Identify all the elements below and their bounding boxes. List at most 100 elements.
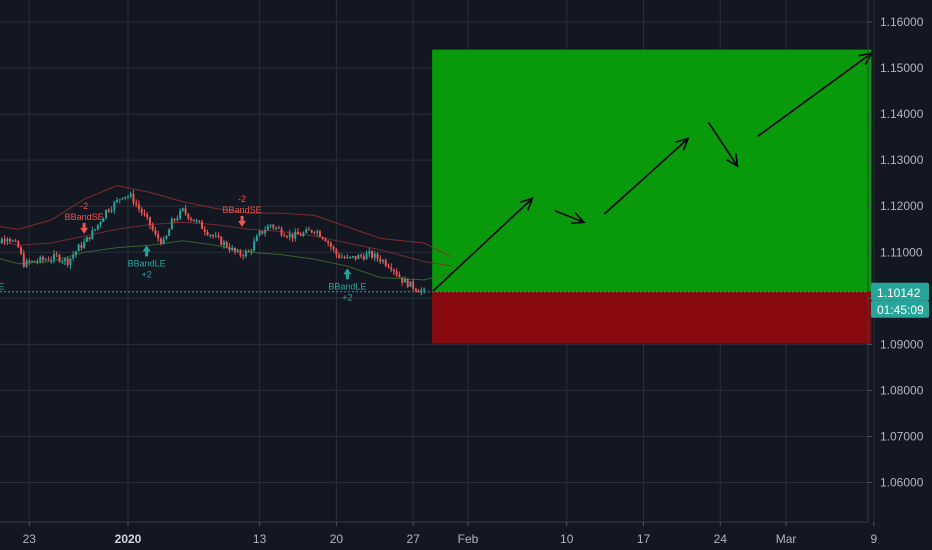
- candle-body: [346, 257, 349, 259]
- price-tick-label: 1.08000: [880, 383, 924, 397]
- price-tick-label: 1.07000: [880, 429, 924, 443]
- candle-body: [310, 230, 313, 233]
- candle-body: [52, 253, 55, 260]
- candle-body: [9, 238, 12, 242]
- candle-body: [69, 258, 72, 266]
- forecast-arrow-head: [858, 52, 873, 66]
- forecast-arrow-line: [603, 137, 689, 215]
- time-tick-label: 13: [253, 532, 267, 546]
- last-price-badge: [871, 282, 929, 301]
- candle-body: [105, 209, 108, 219]
- long-entry-label: BBandLE: [0, 281, 4, 291]
- candle-body: [261, 230, 264, 234]
- candle-body: [176, 218, 179, 221]
- candle-body: [58, 255, 61, 262]
- short-entry-count: -2: [238, 194, 246, 204]
- candle-body: [247, 251, 250, 253]
- time-tick-label: 17: [637, 532, 651, 546]
- short-entry-label: BBandSE: [223, 205, 262, 215]
- candle-body: [66, 258, 69, 266]
- candle-body: [231, 247, 234, 251]
- candle-body: [61, 261, 64, 263]
- candle-body: [220, 236, 223, 245]
- candle-body: [329, 243, 332, 247]
- short-entry-label: BBandSE: [65, 212, 104, 222]
- time-tick-label: 24: [714, 532, 728, 546]
- candle-body: [129, 193, 132, 197]
- candle-body: [190, 218, 193, 220]
- candle-body: [335, 249, 338, 255]
- candle-body: [85, 237, 88, 242]
- candle-body: [316, 231, 319, 233]
- candle-body: [253, 241, 256, 251]
- candle-body: [168, 229, 171, 236]
- candle-body: [22, 253, 25, 267]
- forecast-arrows[interactable]: [431, 52, 873, 293]
- candle-body: [280, 228, 283, 236]
- price-tick-label: 1.14000: [880, 107, 924, 121]
- time-axis[interactable]: 23 2020 13 20 27 Feb 10 17 24 Mar 9: [0, 521, 877, 546]
- price-tick-label: 1.09000: [880, 337, 924, 351]
- candle-body: [165, 235, 168, 239]
- time-tick-label: 9: [870, 532, 877, 546]
- time-tick-label: Feb: [458, 532, 479, 546]
- candlestick-series: [0, 190, 426, 296]
- time-tick-label: 27: [406, 532, 420, 546]
- candle-body: [417, 290, 420, 293]
- short-entry-count: -2: [80, 201, 88, 211]
- candle-body: [414, 288, 417, 291]
- candle-body: [99, 222, 102, 225]
- upper-band-line: [0, 184, 452, 258]
- candle-body: [307, 229, 310, 231]
- candle-body: [25, 260, 28, 267]
- candle-body: [33, 260, 36, 262]
- candle-body: [102, 218, 105, 223]
- candle-body: [17, 241, 20, 248]
- middle-band-line: [0, 221, 452, 267]
- candle-body: [423, 288, 426, 291]
- candle-body: [214, 235, 217, 237]
- long-entry-label: BBandLE: [328, 281, 366, 291]
- candle-body: [80, 244, 83, 248]
- candle-body: [373, 253, 376, 258]
- long-entry-label: BBandLE: [128, 258, 166, 268]
- candle-body: [72, 254, 75, 259]
- forecast-arrow-line: [431, 197, 533, 293]
- long-position-tool[interactable]: [432, 49, 872, 344]
- candle-body: [318, 231, 321, 237]
- short-entry-arrow: [238, 215, 247, 227]
- candle-body: [157, 234, 160, 239]
- candle-body: [201, 221, 204, 229]
- forecast-arrow-head: [725, 153, 739, 168]
- long-entry-count: +2: [142, 269, 152, 279]
- candle-body: [225, 241, 228, 247]
- bollinger-bands: [0, 184, 452, 281]
- candle-body: [159, 238, 162, 244]
- candle-body: [327, 241, 330, 244]
- candle-body: [250, 250, 253, 252]
- candle-body: [91, 230, 94, 240]
- candle-body: [228, 246, 231, 251]
- candle-body: [357, 255, 360, 260]
- candle-body: [384, 260, 387, 266]
- candle-body: [406, 278, 409, 287]
- candle-body: [264, 230, 267, 234]
- candle-body: [362, 256, 365, 260]
- price-axis[interactable]: 1.16000 1.15000 1.14000 1.13000 1.12000 1.110…: [867, 0, 929, 522]
- time-tick-label: 23: [23, 532, 37, 546]
- candle-body: [390, 267, 393, 270]
- candle-body: [50, 259, 53, 261]
- candle-body: [170, 218, 173, 230]
- candle-body: [44, 259, 47, 261]
- price-tick-label: 1.16000: [880, 15, 924, 29]
- time-tick-label: 2020: [115, 532, 142, 546]
- price-tick-label: 1.06000: [880, 476, 924, 490]
- candle-body: [376, 253, 379, 259]
- candle-body: [151, 225, 154, 230]
- candle-body: [371, 251, 374, 258]
- candle-body: [206, 231, 209, 235]
- candle-body: [187, 213, 190, 219]
- candle-body: [181, 208, 184, 211]
- candle-body: [351, 256, 354, 258]
